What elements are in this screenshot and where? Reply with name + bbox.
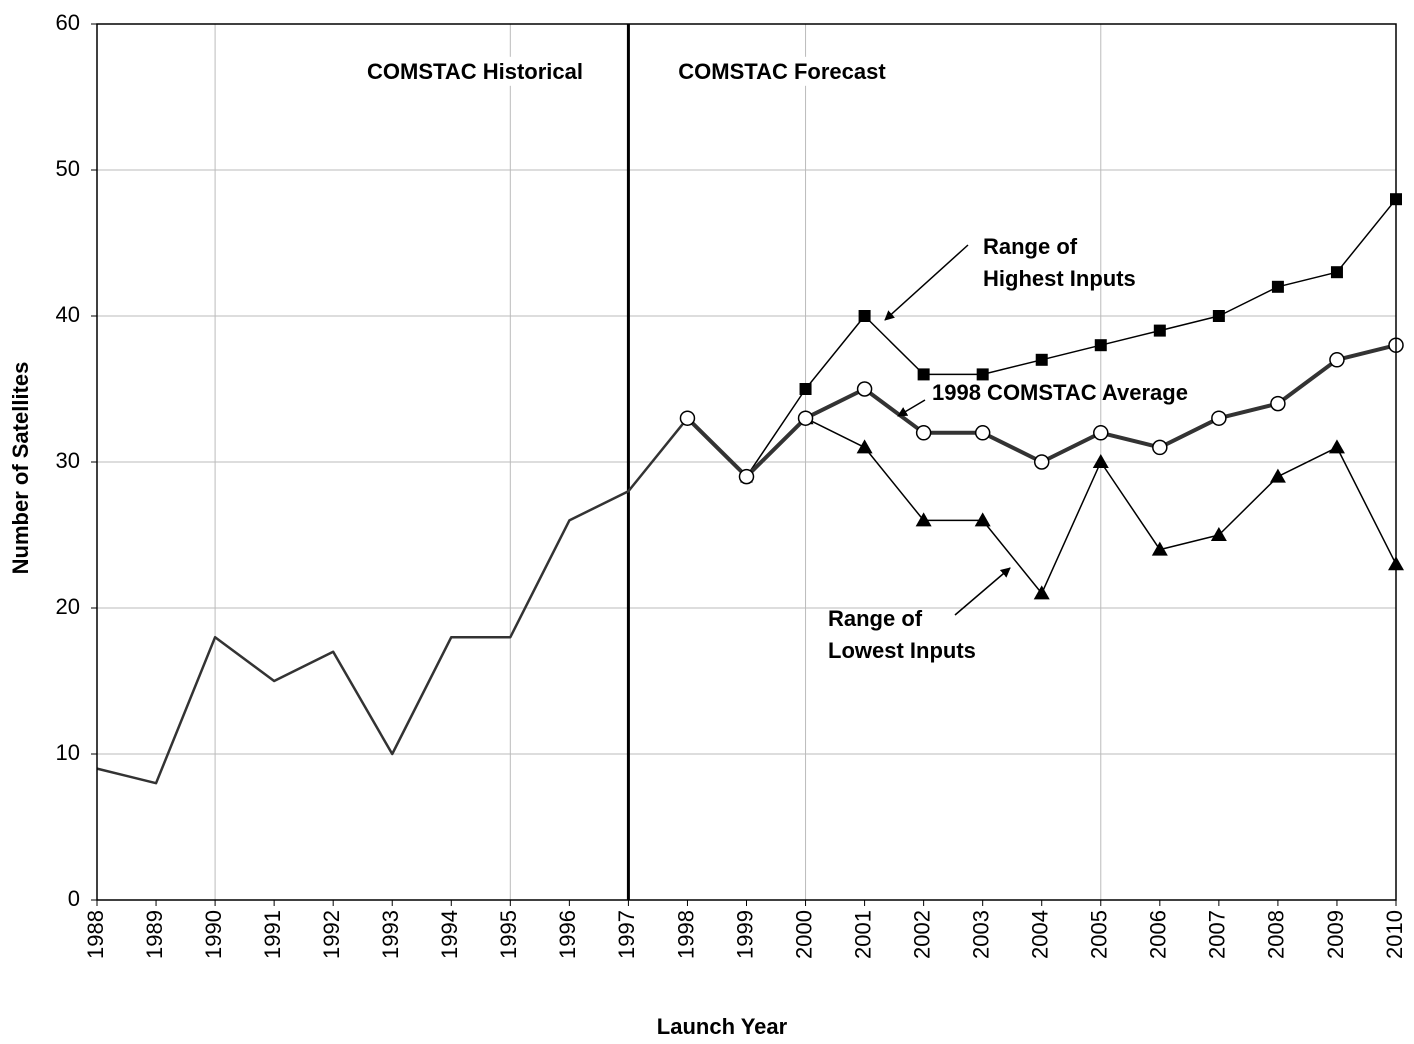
x-tick-label: 2001 bbox=[850, 910, 875, 959]
marker bbox=[1269, 468, 1286, 483]
annotation: Range of bbox=[983, 234, 1078, 259]
x-tick-label: 1999 bbox=[732, 910, 757, 959]
x-tick-label: 1997 bbox=[614, 910, 639, 959]
marker bbox=[1270, 395, 1286, 412]
marker bbox=[1271, 280, 1284, 293]
y-tick-label: 50 bbox=[56, 156, 80, 181]
y-tick-label: 20 bbox=[56, 594, 80, 619]
marker bbox=[1152, 439, 1168, 456]
arrow bbox=[897, 399, 926, 417]
marker bbox=[797, 410, 814, 426]
marker bbox=[1211, 410, 1227, 426]
y-axis-label: Number of Satellites bbox=[8, 362, 33, 575]
marker bbox=[1033, 454, 1050, 470]
x-tick-label: 1995 bbox=[496, 910, 521, 959]
marker bbox=[1094, 339, 1107, 352]
marker bbox=[974, 425, 991, 441]
marker bbox=[974, 512, 991, 527]
x-tick-label: 1996 bbox=[555, 910, 580, 959]
annotation-bg bbox=[363, 56, 587, 86]
annotation: Lowest Inputs bbox=[828, 638, 976, 663]
x-tick-label: 1990 bbox=[201, 910, 226, 959]
marker bbox=[976, 368, 989, 381]
annotation: Range of bbox=[828, 606, 923, 631]
y-tick-label: 30 bbox=[56, 448, 80, 473]
marker bbox=[1093, 425, 1109, 441]
y-tick-label: 10 bbox=[56, 740, 80, 765]
marker bbox=[1212, 310, 1225, 322]
marker bbox=[679, 410, 696, 426]
x-tick-label: 2000 bbox=[791, 910, 816, 959]
series-line bbox=[96, 417, 689, 785]
marker bbox=[1033, 585, 1050, 600]
annotation: COMSTAC Forecast bbox=[678, 59, 886, 84]
marker bbox=[1330, 266, 1343, 279]
marker bbox=[915, 512, 932, 527]
x-tick-label: 2003 bbox=[968, 910, 993, 959]
annotation: Highest Inputs bbox=[983, 266, 1136, 291]
marker bbox=[858, 310, 871, 322]
x-tick-label: 2008 bbox=[1264, 910, 1289, 959]
marker bbox=[1210, 527, 1227, 541]
annotation: COMSTAC Historical bbox=[367, 59, 583, 84]
marker bbox=[1092, 454, 1109, 468]
arrow bbox=[954, 567, 1011, 616]
annotation: 1998 COMSTAC Average bbox=[932, 380, 1188, 405]
plot bbox=[96, 24, 1404, 900]
x-tick-label: 1988 bbox=[83, 910, 108, 959]
series-line bbox=[745, 198, 1397, 478]
x-tick-label: 1991 bbox=[260, 910, 285, 959]
marker bbox=[917, 368, 930, 381]
grid bbox=[97, 23, 1396, 901]
marker bbox=[856, 439, 873, 454]
marker bbox=[1151, 541, 1168, 556]
marker bbox=[1153, 324, 1166, 337]
marker bbox=[915, 425, 932, 441]
marker bbox=[1035, 353, 1048, 366]
x-axis-label: Launch Year bbox=[657, 1014, 788, 1039]
y-tick-label: 0 bbox=[68, 886, 80, 911]
x-tick-label: 2009 bbox=[1323, 910, 1348, 959]
x-tick-label: 2004 bbox=[1028, 910, 1053, 959]
x-tick-label: 1989 bbox=[142, 910, 167, 959]
marker bbox=[856, 381, 873, 397]
x-tick-label: 1993 bbox=[378, 910, 403, 959]
x-tick-label: 1998 bbox=[673, 910, 698, 959]
x-tick-label: 1992 bbox=[319, 910, 344, 959]
arrow bbox=[884, 244, 969, 321]
marker bbox=[1329, 352, 1345, 368]
marker bbox=[1328, 439, 1345, 454]
x-tick-label: 2002 bbox=[909, 910, 934, 959]
annotation-bg bbox=[674, 56, 891, 86]
x-tick-label: 2007 bbox=[1205, 910, 1230, 959]
x-tick-label: 2005 bbox=[1087, 910, 1112, 959]
y-tick-label: 40 bbox=[56, 302, 80, 327]
x-tick-label: 1994 bbox=[437, 910, 462, 959]
y-tick-label: 60 bbox=[56, 10, 80, 35]
x-tick-label: 2010 bbox=[1382, 910, 1407, 959]
x-tick-label: 2006 bbox=[1146, 910, 1171, 959]
marker bbox=[799, 383, 812, 395]
marker bbox=[738, 468, 755, 485]
